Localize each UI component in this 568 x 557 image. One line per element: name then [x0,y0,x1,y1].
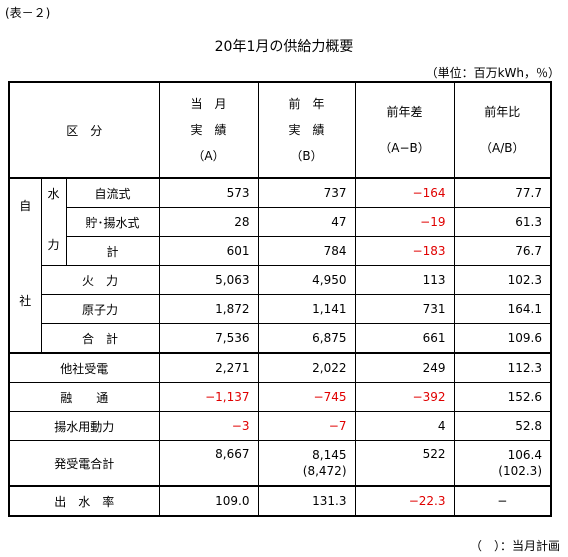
value-current: −3 [158,411,259,441]
value-ratio: 52.8 [453,411,552,441]
table-row: 貯･揚水式 28 47 −19 61.3 [9,207,552,237]
row-label: 発受電合計 [8,440,160,487]
side-label-jisha: 自 社 [8,177,42,354]
value-ratio: 109.6 [453,323,552,354]
value-previous: −745 [257,382,356,412]
table-row: 原子力 1,872 1,141 731 164.1 [9,294,552,324]
table-row: 合 計 7,536 6,875 661 109.6 [9,323,552,354]
value-previous: 784 [257,236,356,266]
value-current: 573 [158,177,259,208]
row-label: 揚水用動力 [8,411,160,441]
value-current: 601 [158,236,259,266]
row-label: 計 [65,236,160,266]
header-category: 区 分 [8,81,160,179]
table-row: 融 通 −1,137 −745 −392 152.6 [8,382,552,412]
value-diff: 4 [354,411,455,441]
row-label: 融 通 [8,382,160,412]
value-diff: 249 [354,352,455,383]
value-ratio: 61.3 [453,207,552,237]
table-row: 計 601 784 −183 76.7 [9,236,552,266]
value-current: 5,063 [158,265,259,295]
table-row: 火 力 5,063 4,950 113 102.3 [9,265,552,295]
value-ratio: 152.6 [453,382,552,412]
value-ratio: 164.1 [453,294,552,324]
footnote: （ ）：当月計画 [469,539,560,553]
row-label: 原子力 [40,294,160,324]
value-previous: 47 [257,207,356,237]
value-previous: 6,875 [257,323,356,354]
value-current: 1,872 [158,294,259,324]
value-diff: −183 [354,236,455,266]
table-number: (表－２) [5,6,51,20]
value-previous: 2,022 [257,352,356,383]
header-previous: 前 年実 績（B） [257,81,356,179]
value-previous: −7 [257,411,356,441]
value-current: 2,271 [158,352,259,383]
header-current: 当 月実 績（A） [158,81,259,179]
row-label: 出 水 率 [8,485,160,517]
value-previous: 4,950 [257,265,356,295]
value-previous: 737 [257,177,356,208]
unit-label: （単位：百万kWh，％） [425,66,560,80]
table-row: 揚水用動力 −3 −7 4 52.8 [8,411,552,441]
value-current: 28 [158,207,259,237]
value-diff: 113 [354,265,455,295]
value-ratio: − [453,485,552,517]
table-row: 発受電合計 8,667 8,145 (8,472) 522 106.4 (102.3… [8,440,552,487]
value-previous: 1,141 [257,294,356,324]
supply-table: 区 分 当 月実 績（A） 前 年実 績（B） 前年差 （A−B） 前年比 （A/B… [8,81,552,517]
value-current: 7,536 [158,323,259,354]
value-diff: −392 [354,382,455,412]
page-title: 20年1月の供給力概要 [214,39,354,55]
row-label: 合 計 [40,323,160,354]
value-diff: 731 [354,294,455,324]
header-ratio: 前年比 （A/B） [453,81,552,179]
value-ratio: 112.3 [453,352,552,383]
value-ratio: 77.7 [453,177,552,208]
value-ratio: 102.3 [453,265,552,295]
value-diff: −19 [354,207,455,237]
value-diff: −164 [354,177,455,208]
value-current: 109.0 [158,485,259,517]
header-row: 区 分 当 月実 績（A） 前 年実 績（B） 前年差 （A−B） 前年比 （A/B… [8,81,552,179]
row-label: 貯･揚水式 [65,207,160,237]
table-row: 出 水 率 109.0 131.3 −22.3 − [8,485,552,517]
header-diff: 前年差 （A−B） [354,81,455,179]
side-label-suiryoku: 水 力 [40,177,67,266]
value-previous: 8,145 (8,472) [257,440,356,487]
value-diff: 522 [354,440,455,487]
table-row: 他社受電 2,271 2,022 249 112.3 [8,352,552,383]
row-label: 自流式 [65,177,160,208]
value-current: 8,667 [158,440,259,487]
value-current: −1,137 [158,382,259,412]
row-label: 他社受電 [8,352,160,383]
value-ratio: 106.4 (102.3) [453,440,552,487]
value-ratio: 76.7 [453,236,552,266]
value-diff: −22.3 [354,485,455,517]
value-previous: 131.3 [257,485,356,517]
value-diff: 661 [354,323,455,354]
table-row: 自 社 水 力 自流式 573 737 −164 77.7 [8,177,552,354]
row-label: 火 力 [40,265,160,295]
